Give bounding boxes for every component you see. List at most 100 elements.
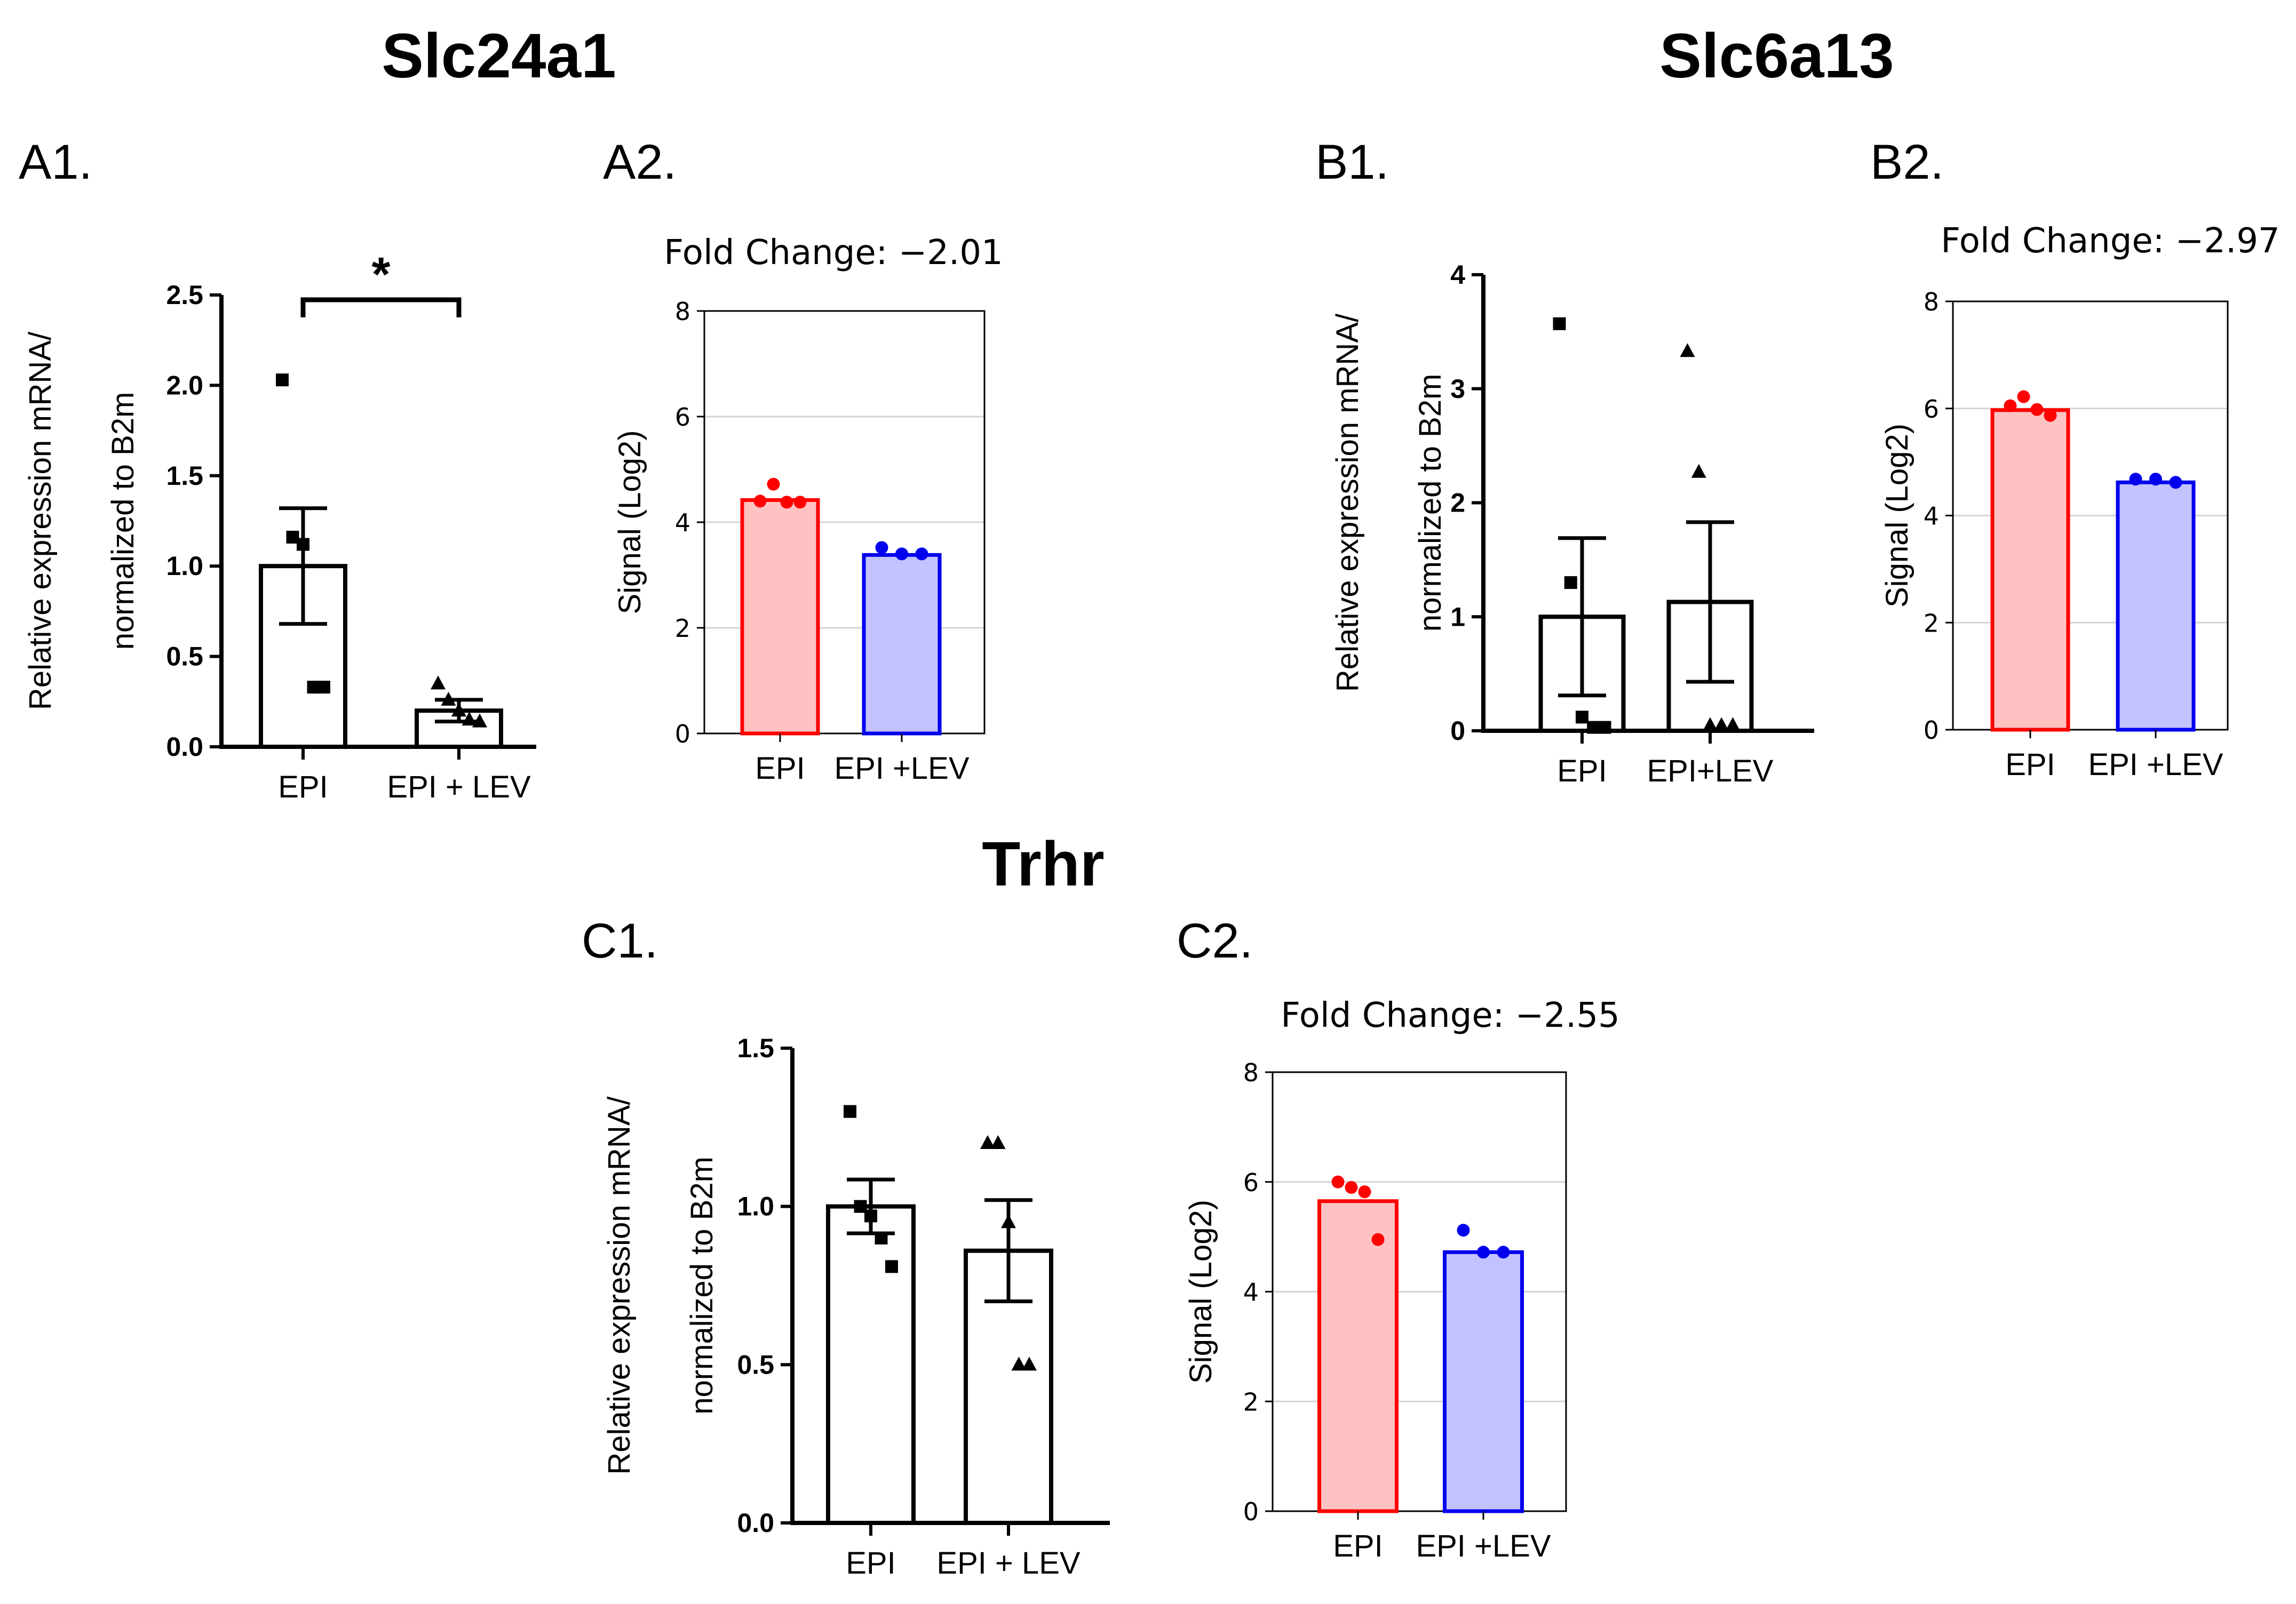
y-tick-label-c1-1: 0.5 <box>737 1350 774 1379</box>
y-tick-label-a2-1: 2 <box>675 614 690 643</box>
y-axis-label-c1-1: Relative expression mRNA/ <box>602 1096 637 1475</box>
data-point-a1-1-3 <box>462 712 477 726</box>
y-axis-label-b1-2: normalized to B2m <box>1413 374 1448 632</box>
y-tick-label-b1-1: 1 <box>1450 602 1465 632</box>
panels: A1. Relative expression mRNA/normalized t… <box>19 135 2280 1581</box>
title-slc24a1: Slc24a1 <box>382 21 616 91</box>
data-point-a1-1-1 <box>441 691 456 706</box>
data-point-c2-1-1 <box>1477 1246 1490 1259</box>
x-tick-label-b2-0: EPI <box>2005 747 2055 782</box>
x-tick-label-c2-0: EPI <box>1333 1529 1383 1563</box>
y-tick-label-b2-1: 2 <box>1924 609 1939 637</box>
y-axis-label-a1-1: Relative expression mRNA/ <box>23 331 58 710</box>
data-point-c1-0-4 <box>885 1260 898 1273</box>
y-tick-label-c2-1: 2 <box>1243 1387 1259 1416</box>
data-point-a1-1-4 <box>472 713 487 728</box>
y-tick-label-a1-2: 1.0 <box>166 551 203 581</box>
bar-a2-1 <box>862 553 942 736</box>
x-tick-label-b1-0: EPI <box>1557 754 1607 788</box>
y-tick-label-c1-2: 1.0 <box>737 1192 774 1222</box>
y-axis-label-c2: Signal (Log2) <box>1183 1200 1218 1384</box>
y-tick-label-b2-2: 4 <box>1924 502 1939 531</box>
y-tick-label-a1-4: 2.0 <box>166 370 203 400</box>
data-point-b2-1-2 <box>2169 476 2182 489</box>
data-point-b1-1-4 <box>1725 717 1741 731</box>
data-point-c2-0-2 <box>1358 1185 1371 1199</box>
data-point-c1-1-1 <box>990 1135 1006 1149</box>
y-tick-label-a1-1: 0.5 <box>166 642 203 672</box>
data-point-c2-1-0 <box>1457 1224 1470 1237</box>
y-tick-label-b1-4: 4 <box>1450 260 1465 290</box>
data-point-c2-0-0 <box>1331 1175 1345 1188</box>
title-trhr: Trhr <box>982 829 1105 899</box>
y-tick-label-c1-3: 1.5 <box>737 1033 774 1063</box>
x-tick-label-c2-1: EPI +LEV <box>1416 1529 1551 1563</box>
fold-change-b2: Fold Change: −2.97 <box>1941 221 2280 261</box>
chart-b1: B1. Relative expression mRNA/normalized t… <box>1315 135 1814 788</box>
data-point-a2-0-2 <box>780 496 793 509</box>
panel-label-b2: B2. <box>1870 135 1944 189</box>
y-tick-label-c2-3: 6 <box>1243 1168 1259 1197</box>
bar-c2-1 <box>1443 1250 1524 1513</box>
y-tick-label-b1-2: 2 <box>1450 488 1465 518</box>
y-axis-label-a1-2: normalized to B2m <box>106 392 140 650</box>
bar-b2-0 <box>1990 408 2070 732</box>
data-point-c1-1-4 <box>1022 1356 1037 1371</box>
panel-label-c2: C2. <box>1177 914 1253 968</box>
title-slc6a13: Slc6a13 <box>1659 21 1894 91</box>
y-tick-label-a1-0: 0.0 <box>166 732 203 762</box>
data-point-b1-1-2 <box>1703 717 1718 731</box>
bar-a2-0 <box>740 498 820 736</box>
data-point-b1-0-1 <box>1564 576 1577 589</box>
y-tick-label-a1-3: 1.5 <box>166 461 203 491</box>
x-tick-label-a1-0: EPI <box>278 770 328 804</box>
data-point-a1-1-0 <box>431 675 446 690</box>
chart-c2: C2. Fold Change: −2.55 Signal (Log2) 0 2 4 6 8 E… <box>1177 914 1620 1563</box>
data-point-c2-1-2 <box>1497 1246 1510 1259</box>
data-point-a1-1-2 <box>451 703 466 717</box>
y-tick-label-c2-4: 8 <box>1243 1058 1259 1087</box>
x-tick-label-a2-1: EPI +LEV <box>834 751 969 786</box>
data-point-a1-0-4 <box>317 681 330 694</box>
y-axis-label-b1-1: Relative expression mRNA/ <box>1330 313 1365 692</box>
y-tick-label-b2-3: 6 <box>1924 395 1939 424</box>
data-point-b2-0-2 <box>2030 403 2044 416</box>
data-point-b1-0-3 <box>1587 721 1600 734</box>
data-point-b2-1-0 <box>2129 473 2142 486</box>
data-point-a2-0-1 <box>767 477 780 491</box>
y-tick-label-b1-3: 3 <box>1450 374 1465 404</box>
bar-b2-1 <box>2116 480 2196 732</box>
panel-label-c1: C1. <box>582 914 658 968</box>
chart-a2: A2. Fold Change: −2.01 Signal (Log2) 0 2 4 6 8 E… <box>603 135 1003 786</box>
panel-label-a2: A2. <box>603 135 677 189</box>
data-point-a2-0-0 <box>753 494 767 508</box>
data-point-a2-1-1 <box>895 547 908 561</box>
significance-bracket-a1 <box>300 297 462 317</box>
fold-change-c2: Fold Change: −2.55 <box>1281 996 1620 1035</box>
data-point-a2-1-0 <box>875 541 888 554</box>
y-axis-label-c1-2: normalized to B2m <box>685 1156 719 1415</box>
data-point-b2-0-3 <box>2044 409 2057 422</box>
y-axis-label-a2: Signal (Log2) <box>613 430 647 615</box>
y-tick-label-b2-0: 0 <box>1924 716 1939 745</box>
panel-label-a1: A1. <box>19 135 92 189</box>
data-point-c2-0-1 <box>1345 1181 1358 1194</box>
y-axis-label-b2: Signal (Log2) <box>1880 424 1914 608</box>
data-point-b1-0-0 <box>1553 317 1566 330</box>
data-point-b1-0-4 <box>1598 721 1611 734</box>
data-point-a2-1-2 <box>915 547 928 561</box>
chart-a1: A1. Relative expression mRNA/normalized t… <box>19 135 536 804</box>
data-point-a1-0-2 <box>297 538 309 551</box>
y-tick-label-c2-2: 4 <box>1243 1278 1259 1307</box>
data-point-c1-0-2 <box>864 1209 877 1223</box>
y-tick-label-a2-3: 6 <box>675 403 690 432</box>
x-tick-label-b2-1: EPI +LEV <box>2088 747 2223 782</box>
chart-c1: C1. Relative expression mRNA/normalized t… <box>582 914 1110 1581</box>
data-point-b2-0-1 <box>2017 390 2030 403</box>
data-point-b2-1-1 <box>2149 473 2162 486</box>
y-tick-label-b2-4: 8 <box>1924 288 1939 316</box>
chart-b2: B2. Fold Change: −2.97 Signal (Log2) 0 2 4 6 8 E… <box>1870 135 2280 782</box>
data-point-c2-0-3 <box>1371 1233 1385 1246</box>
data-point-b1-1-0 <box>1680 343 1695 357</box>
y-tick-label-a1-5: 2.5 <box>166 280 203 310</box>
